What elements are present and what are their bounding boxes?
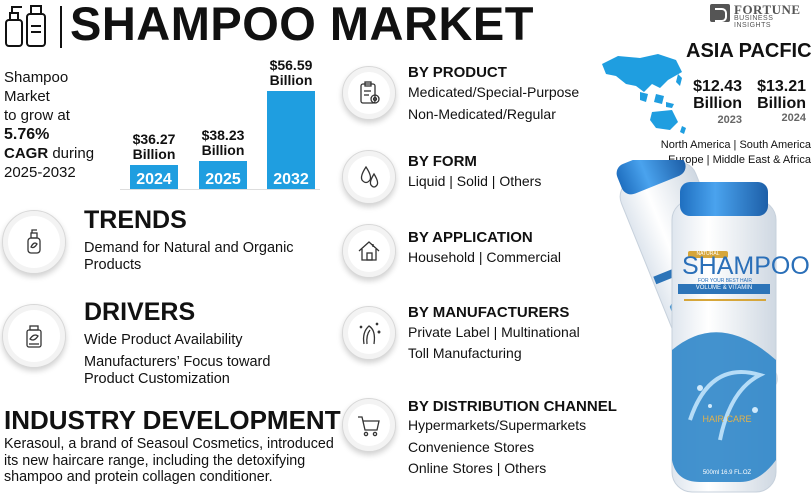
bar-value-label: $36.27 Billion xyxy=(114,132,194,162)
bottle-tagline: FOR YOUR BEST HAIR xyxy=(698,278,752,284)
bar-unit: Billion xyxy=(201,142,245,158)
shampoo-bottles-icon xyxy=(2,2,52,50)
drops-icon xyxy=(360,165,379,188)
drivers-item-2-line-1: Manufacturers’ Focus toward xyxy=(84,354,271,370)
growth-line-2: Market xyxy=(4,88,50,105)
asia-pacific-map xyxy=(596,50,692,136)
industry-development-text: Kerasoul, a brand of Seasoul Cosmetics, … xyxy=(4,436,334,486)
asia-pacific-title: ASIA PACFIC xyxy=(686,40,811,62)
growth-summary: Shampoo Market to grow at 5.76% CAGR dur… xyxy=(4,68,122,182)
brand-mark-icon xyxy=(710,4,730,22)
by-manufacturers-line-1: Private Label | Multinational xyxy=(408,324,580,340)
bar-value-label: $56.59 Billion xyxy=(251,58,331,88)
regions-line-1: North America | South America xyxy=(660,139,811,151)
hair-sparkle-icon xyxy=(359,322,381,345)
bar-value-label: $38.23 Billion xyxy=(183,128,263,158)
brand-subtitle: BUSINESS INSIGHTS xyxy=(734,15,774,29)
page-title: SHAMPOO MARKET xyxy=(70,0,534,50)
by-distribution-line-1: Hypermarkets/Supermarkets xyxy=(408,417,587,433)
bottle-category: HAIR CARE xyxy=(702,414,752,424)
bottle-variant: VOLUME & VITAMIN xyxy=(695,285,753,291)
by-distribution-line-3: Online Stores | Others xyxy=(408,460,547,476)
bottle-brand-text: SHAMPOO xyxy=(682,252,810,280)
trends-text-line-2: Products xyxy=(84,257,142,273)
growth-line-3: to grow at xyxy=(4,107,70,124)
by-distribution-heading: BY DISTRIBUTION CHANNEL xyxy=(408,398,617,415)
other-regions: North America | South America Europe | M… xyxy=(640,138,811,168)
cagr-label: CAGR xyxy=(4,145,49,162)
shampoo-bottles-illustration: SHAMPOO FOR YOUR BEST HAIR NATURAL VOLUM… xyxy=(560,145,811,498)
industry-development-heading: INDUSTRY DEVELOPMENT xyxy=(4,405,341,435)
shopping-cart-icon xyxy=(358,416,380,437)
bar-amount: $38.23 xyxy=(201,127,245,143)
by-distribution-line-2: Convenience Stores xyxy=(408,439,535,455)
header-divider xyxy=(60,6,62,48)
by-manufacturers-line-2: Toll Manufacturing xyxy=(408,345,522,361)
cagr-value: 5.76% xyxy=(4,126,50,143)
bar-year-label: 2025 xyxy=(205,171,241,188)
drivers-item-1: Wide Product Availability xyxy=(84,332,243,348)
by-form-heading: BY FORM xyxy=(408,153,477,170)
natural-bottle-icon xyxy=(27,229,41,254)
by-product-line-1: Medicated/Special-Purpose xyxy=(408,84,580,100)
bottle-volume: 500ml 16.9 FL.OZ xyxy=(702,470,752,476)
brand-logo: FORTUNE BUSINESS INSIGHTS xyxy=(708,2,811,29)
bar-2025: 2025 xyxy=(199,161,247,189)
industry-line-3: shampoo and protein collagen conditioner… xyxy=(4,469,273,485)
bar-unit: Billion xyxy=(132,146,176,162)
by-form-line-1: Liquid | Solid | Others xyxy=(408,173,542,189)
drivers-heading: DRIVERS xyxy=(84,298,196,326)
by-product-line-2: Non-Medicated/Regular xyxy=(408,106,556,122)
house-icon xyxy=(358,241,380,261)
cagr-during: during xyxy=(48,145,95,162)
bar-amount: $36.27 xyxy=(132,131,176,147)
bar-2032: 2032 xyxy=(267,91,315,189)
ap-unit-2024: Billion xyxy=(757,95,806,112)
ap-year-2023: 2023 xyxy=(717,114,742,126)
bar-year-label: 2032 xyxy=(273,171,309,188)
by-product-icon-badge xyxy=(342,66,396,120)
bar-unit: Billion xyxy=(269,72,313,88)
by-manufacturers-icon-badge xyxy=(342,306,396,360)
trends-icon-badge xyxy=(2,210,66,274)
ap-year-2024: 2024 xyxy=(781,112,806,124)
chart-baseline xyxy=(120,189,320,190)
by-application-icon-badge xyxy=(342,224,396,278)
industry-line-2: its new haircare range, including the de… xyxy=(4,452,306,469)
growth-period: 2025-2032 xyxy=(4,164,76,181)
industry-line-1: Kerasoul, a brand of Seasoul Cosmetics, … xyxy=(4,436,334,452)
by-manufacturers-heading: BY MANUFACTURERS xyxy=(408,304,570,321)
product-label-icon xyxy=(26,325,42,348)
ap-unit-2023: Billion xyxy=(693,95,742,112)
bottle-badge: NATURAL xyxy=(696,251,720,257)
brand-name: FORTUNE xyxy=(734,2,801,17)
by-application-heading: BY APPLICATION xyxy=(408,229,533,246)
by-product-heading: BY PRODUCT xyxy=(408,64,507,81)
ap-amount-2023: $12.43 xyxy=(693,78,742,95)
bar-amount: $56.59 xyxy=(269,57,313,73)
clipboard-gear-icon xyxy=(360,81,380,104)
drivers-icon-badge xyxy=(2,304,66,368)
by-application-line-1: Household | Commercial xyxy=(408,249,562,265)
growth-line-1: Shampoo xyxy=(4,69,69,86)
ap-amount-2024: $13.21 xyxy=(757,78,806,95)
ap-value-2024: $13.21 Billion xyxy=(750,78,806,112)
trends-text-line-1: Demand for Natural and Organic xyxy=(84,240,294,256)
bar-2024: 2024 xyxy=(130,165,178,189)
bar-year-label: 2024 xyxy=(136,171,172,188)
by-form-icon-badge xyxy=(342,150,396,204)
ap-value-2023: $12.43 Billion xyxy=(686,78,742,112)
by-distribution-icon-badge xyxy=(342,398,396,452)
trends-heading: TRENDS xyxy=(84,206,187,234)
drivers-item-2-line-2: Product Customization xyxy=(84,371,230,387)
regions-line-2: Europe | Middle East & Africa xyxy=(668,154,811,166)
